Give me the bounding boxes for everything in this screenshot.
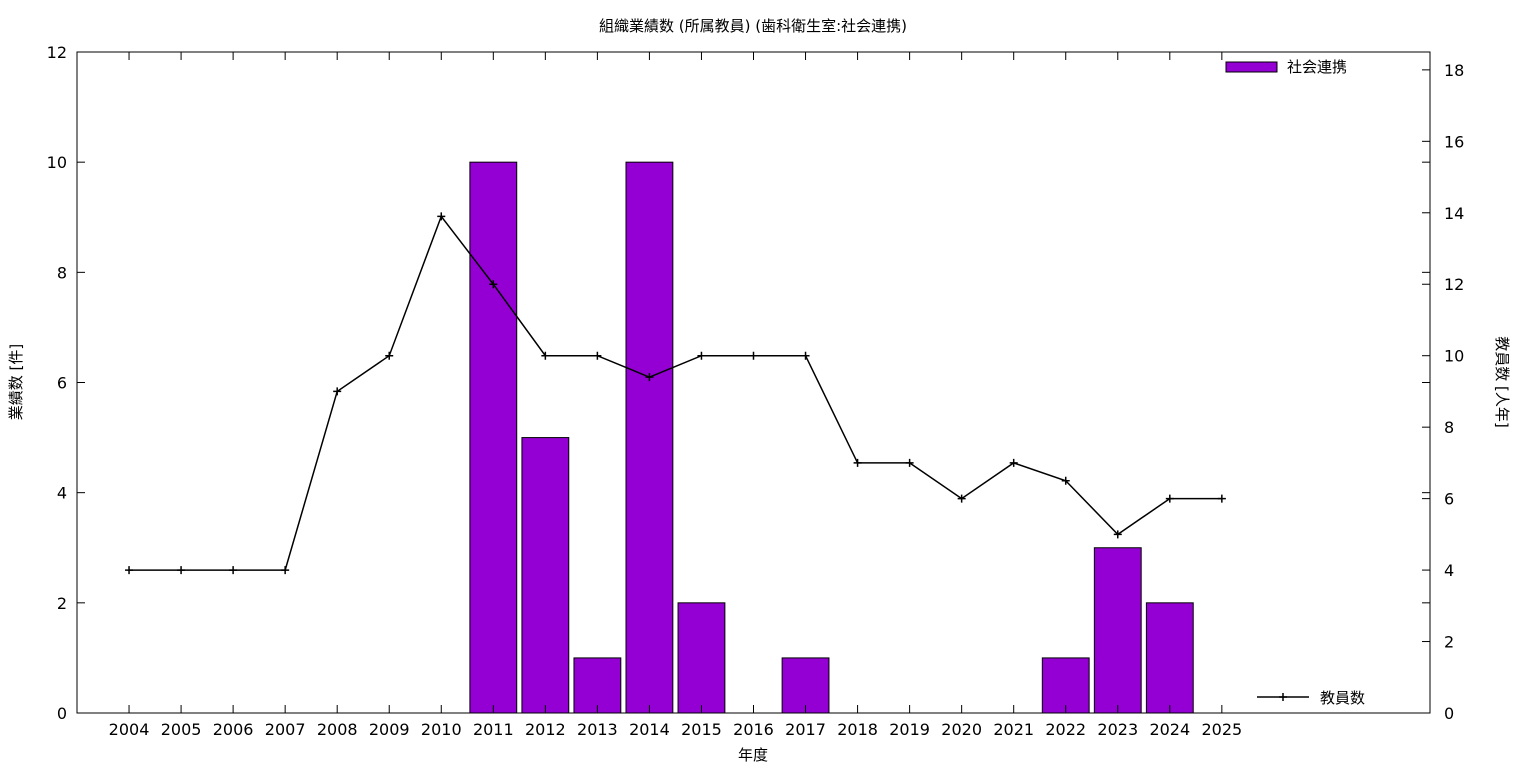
line-point-2012: [541, 351, 550, 360]
right-tick-label: 2: [1444, 633, 1454, 652]
line-point-2009: [385, 351, 394, 360]
bar-2022: [1041, 657, 1090, 714]
line-series: [125, 212, 1226, 575]
bar-2014: [625, 161, 674, 714]
x-tick-label: 2021: [993, 720, 1034, 739]
bar-2011: [469, 161, 518, 714]
right-tick-label: 8: [1444, 418, 1454, 437]
left-tick-label: 12: [47, 43, 67, 62]
x-tick-label: 2013: [577, 720, 618, 739]
left-tick-label: 0: [57, 704, 67, 723]
line-point-2008: [333, 387, 342, 396]
x-tick-label: 2014: [629, 720, 670, 739]
line-point-2016: [749, 351, 758, 360]
line-point-2005: [177, 566, 186, 575]
line-point-2024: [1165, 494, 1174, 503]
left-axis-ticks: 0 2 4 6 8 10 12: [47, 43, 1430, 723]
x-tick-label: 2023: [1097, 720, 1138, 739]
x-tick-label: 2016: [733, 720, 774, 739]
right-tick-label: 0: [1444, 704, 1454, 723]
bar-2013: [573, 657, 622, 714]
bar-2015: [677, 602, 726, 714]
x-tick-label: 2004: [109, 720, 150, 739]
line-point-2018: [853, 458, 862, 467]
x-tick-label: 2018: [837, 720, 878, 739]
x-tick-label: 2025: [1201, 720, 1242, 739]
right-axis-ticks: 0 2 4 6 8 10 12 14 16 18: [1422, 61, 1464, 723]
plot-frame: [76, 51, 1431, 714]
x-tick-label: 2007: [265, 720, 306, 739]
right-tick-label: 18: [1444, 61, 1464, 80]
bar-2024: [1145, 602, 1194, 714]
left-tick-label: 8: [57, 263, 67, 282]
x-tick-label: 2005: [161, 720, 202, 739]
right-tick-label: 6: [1444, 490, 1454, 509]
x-axis-ticks: 2004 2005 2006 2007 2008 2009 2010 2011 2012 2013…: [109, 52, 1242, 739]
x-tick-label: 2006: [213, 720, 254, 739]
left-axis-label: 業績数 [件]: [7, 344, 25, 420]
left-tick-label: 10: [47, 153, 67, 172]
bar-2017: [781, 657, 830, 714]
line-point-2021: [1009, 458, 1018, 467]
x-tick-label: 2024: [1149, 720, 1190, 739]
chart-title: 組織業績数 (所属教員) (歯科衛生室:社会連携): [599, 17, 907, 35]
left-tick-label: 2: [57, 594, 67, 613]
right-tick-label: 12: [1444, 275, 1464, 294]
right-axis-label: 教員数 [人年]: [1493, 336, 1511, 427]
legend-line-label: 教員数: [1320, 689, 1365, 707]
line-point-2007: [281, 566, 290, 575]
x-tick-label: 2015: [681, 720, 722, 739]
x-tick-label: 2017: [785, 720, 826, 739]
x-axis-label: 年度: [738, 746, 768, 764]
x-tick-label: 2020: [941, 720, 982, 739]
line-point-2017: [801, 351, 810, 360]
line-point-2015: [697, 351, 706, 360]
bar-2012: [521, 437, 570, 714]
left-tick-label: 6: [57, 374, 67, 393]
line-point-2010: [437, 212, 446, 221]
bar-series: [469, 161, 1194, 714]
line-path: [129, 214, 1222, 571]
legend-bar-label: 社会連携: [1287, 58, 1347, 76]
line-point-2025: [1217, 494, 1226, 503]
legend-line-marker: [1279, 693, 1287, 701]
right-tick-label: 14: [1444, 204, 1464, 223]
left-tick-label: 4: [57, 484, 67, 503]
line-point-2020: [957, 494, 966, 503]
line-point-2014: [645, 373, 654, 382]
legend-bar-swatch: [1225, 61, 1278, 73]
right-tick-label: 16: [1444, 132, 1464, 151]
x-tick-label: 2009: [369, 720, 410, 739]
line-point-2011: [489, 280, 498, 289]
line-point-2006: [229, 566, 238, 575]
line-point-2019: [905, 458, 914, 467]
right-tick-label: 10: [1444, 347, 1464, 366]
x-tick-label: 2008: [317, 720, 358, 739]
x-tick-label: 2019: [889, 720, 930, 739]
line-point-2022: [1061, 476, 1070, 485]
x-tick-label: 2022: [1045, 720, 1086, 739]
x-tick-label: 2010: [421, 720, 462, 739]
x-tick-label: 2011: [473, 720, 514, 739]
x-tick-label: 2012: [525, 720, 566, 739]
bar-2023: [1093, 547, 1142, 714]
right-tick-label: 4: [1444, 561, 1454, 580]
line-point-2013: [593, 351, 602, 360]
line-point-2004: [125, 566, 134, 575]
line-point-2023: [1113, 530, 1122, 539]
